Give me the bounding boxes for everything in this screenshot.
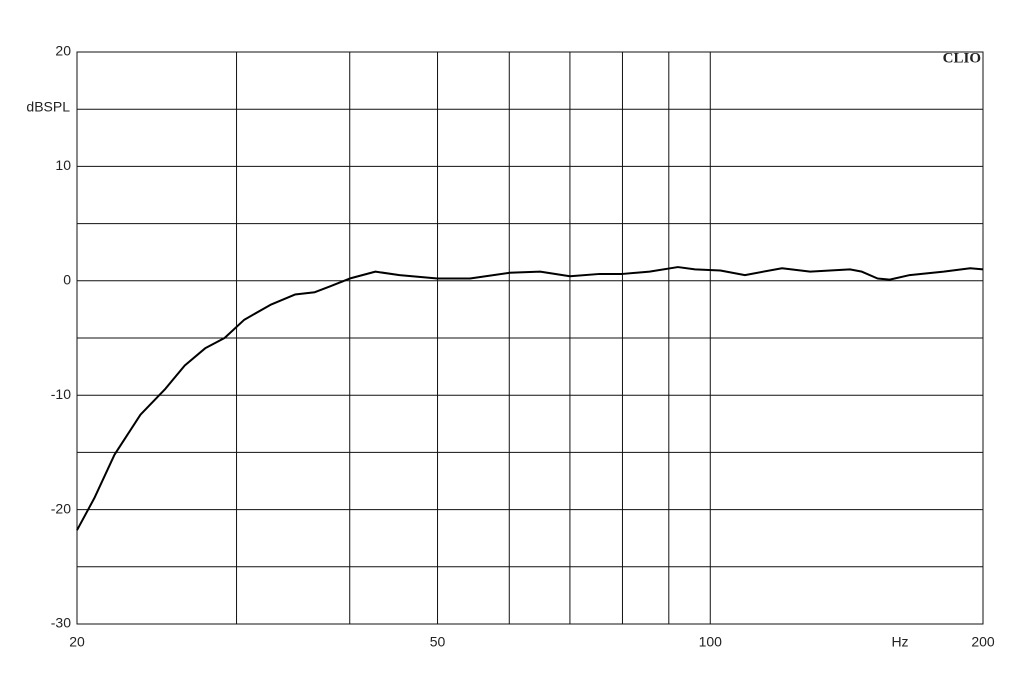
x-tick-label: 200 [971, 634, 995, 650]
x-tick-label: 50 [430, 634, 446, 650]
y-tick-label: 0 [63, 272, 71, 288]
y-tick-label: -10 [51, 386, 71, 402]
y-tick-label: -30 [51, 615, 71, 631]
x-axis-label: Hz [891, 634, 908, 650]
y-tick-label: -20 [51, 500, 71, 516]
x-tick-label: 20 [69, 634, 85, 650]
x-tick-label: 100 [699, 634, 723, 650]
response-curve [76, 266, 984, 531]
y-tick-label: 20 [55, 43, 71, 59]
y-tick-label: 10 [55, 157, 71, 173]
y-axis-label: dBSPL [26, 99, 70, 115]
brand-label: CLIO [943, 50, 981, 66]
